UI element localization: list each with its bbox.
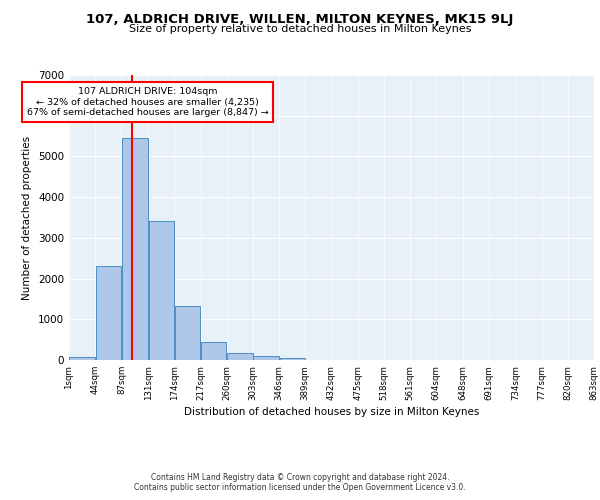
- Bar: [95, 266, 121, 360]
- Bar: [253, 356, 279, 360]
- Text: 107, ALDRICH DRIVE, WILLEN, MILTON KEYNES, MK15 9LJ: 107, ALDRICH DRIVE, WILLEN, MILTON KEYNE…: [86, 12, 514, 26]
- Bar: [70, 356, 95, 360]
- Y-axis label: Number of detached properties: Number of detached properties: [22, 136, 32, 300]
- Bar: [175, 306, 200, 360]
- Bar: [149, 221, 174, 360]
- Text: 107 ALDRICH DRIVE: 104sqm
← 32% of detached houses are smaller (4,235)
67% of se: 107 ALDRICH DRIVE: 104sqm ← 32% of detac…: [27, 87, 269, 117]
- Text: Contains HM Land Registry data © Crown copyright and database right 2024.
Contai: Contains HM Land Registry data © Crown c…: [134, 473, 466, 492]
- X-axis label: Distribution of detached houses by size in Milton Keynes: Distribution of detached houses by size …: [184, 406, 479, 416]
- Bar: [201, 342, 226, 360]
- Bar: [280, 358, 305, 360]
- Bar: [122, 138, 148, 360]
- Text: Size of property relative to detached houses in Milton Keynes: Size of property relative to detached ho…: [129, 24, 471, 34]
- Bar: [227, 354, 253, 360]
